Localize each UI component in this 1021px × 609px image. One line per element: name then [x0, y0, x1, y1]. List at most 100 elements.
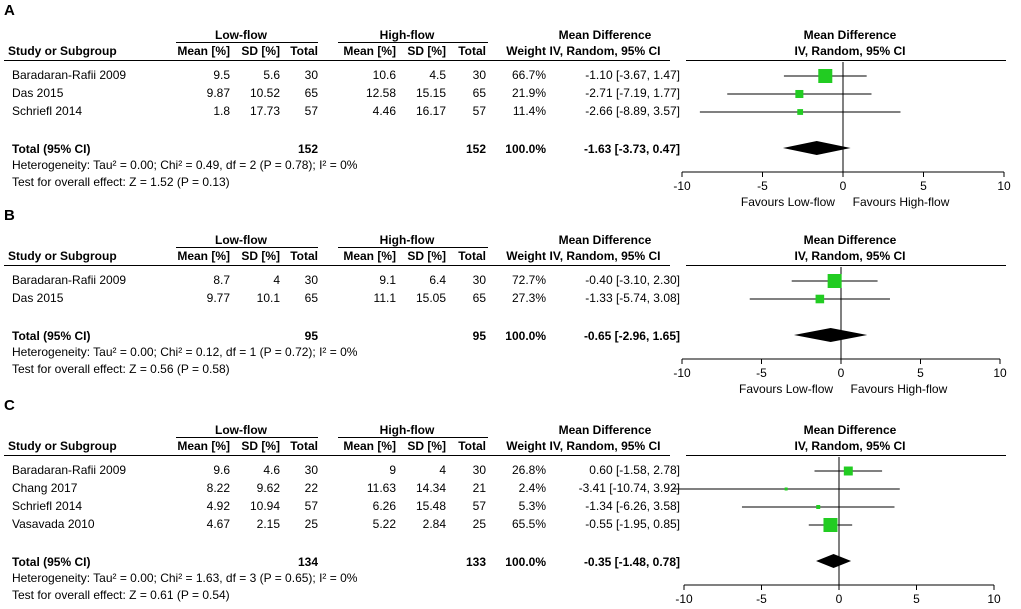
- header-rule: [4, 265, 670, 266]
- plot-header-rule: [686, 455, 1006, 456]
- group1-rule: [176, 247, 318, 248]
- header-rule: [4, 455, 670, 456]
- total1-cell: 30: [304, 68, 318, 82]
- weight-cell: 72.7%: [511, 273, 546, 287]
- forest-panel-b: B Low-flow High-flow Mean Difference IV, Ran…: [0, 205, 1021, 405]
- effect-square: [784, 487, 788, 491]
- x-tick-label: 5: [917, 366, 924, 380]
- total2-header: Total: [458, 439, 486, 453]
- sd2-header: SD [%]: [407, 44, 446, 58]
- mean1-cell: 9.6: [213, 463, 230, 477]
- x-tick-label: 0: [836, 592, 843, 606]
- effect-square: [797, 109, 804, 115]
- total1-sum: 134: [297, 555, 318, 569]
- md-ci-cell: -1.33 [-5.74, 3.08]: [585, 291, 680, 305]
- md-plot-method-header: IV, Random, 95% CI: [794, 439, 906, 453]
- total2-header: Total: [458, 249, 486, 263]
- mean2-cell: 4.46: [372, 104, 396, 118]
- total2-cell: 30: [472, 68, 486, 82]
- weight-cell: 26.8%: [511, 463, 546, 477]
- sd2-cell: 4: [439, 463, 446, 477]
- mean1-cell: 8.7: [213, 273, 230, 287]
- sd1-cell: 10.52: [249, 86, 280, 100]
- favours-right-label: Favours High-flow: [853, 195, 950, 209]
- sd2-cell: 16.17: [415, 104, 446, 118]
- total-ci: -0.65 [-2.96, 1.65]: [583, 329, 680, 343]
- mean1-cell: 9.87: [206, 86, 230, 100]
- study-name: Schriefl 2014: [12, 104, 83, 118]
- study-name: Baradaran-Rafii 2009: [12, 463, 127, 477]
- plot-header-rule: [686, 60, 1006, 61]
- total1-cell: 22: [304, 481, 318, 495]
- total-weight: 100.0%: [505, 142, 546, 156]
- favours-left-label: Favours Low-flow: [741, 195, 835, 209]
- sd1-header: SD [%]: [241, 439, 280, 453]
- overall-effect-stat: Test for overall effect: Z = 1.52 (P = 0…: [12, 175, 230, 189]
- sd2-cell: 2.84: [422, 517, 446, 531]
- mean1-cell: 9.77: [206, 291, 230, 305]
- total2-header: Total: [458, 44, 486, 58]
- sd2-header: SD [%]: [407, 249, 446, 263]
- md-plot-header: Mean Difference: [803, 233, 897, 247]
- total2-sum: 152: [465, 142, 486, 156]
- mean1-cell: 1.8: [213, 104, 230, 118]
- total1-sum: 95: [304, 329, 318, 343]
- sd2-cell: 4.5: [429, 68, 446, 82]
- sd2-cell: 15.15: [415, 86, 446, 100]
- study-name: Das 2015: [12, 86, 64, 100]
- x-tick-label: 10: [993, 366, 1007, 380]
- md-ci-cell: -0.55 [-1.95, 0.85]: [585, 517, 680, 531]
- md-ci-cell: 0.60 [-1.58, 2.78]: [589, 463, 680, 477]
- md-header: Mean Difference: [558, 423, 652, 437]
- study-col-header: Study or Subgroup: [8, 44, 117, 58]
- mean1-header: Mean [%]: [177, 439, 230, 453]
- sd2-cell: 15.05: [415, 291, 446, 305]
- md-method-header: IV, Random, 95% CI: [549, 439, 661, 453]
- total1-cell: 30: [304, 463, 318, 477]
- total1-cell: 57: [304, 499, 318, 513]
- heterogeneity-stat: Heterogeneity: Tau² = 0.00; Chi² = 1.63,…: [12, 571, 358, 585]
- mean1-cell: 4.67: [206, 517, 230, 531]
- weight-cell: 21.9%: [511, 86, 546, 100]
- sd1-header: SD [%]: [241, 249, 280, 263]
- group1-rule: [176, 437, 318, 438]
- sd1-cell: 10.94: [249, 499, 280, 513]
- mean2-cell: 9.1: [379, 273, 396, 287]
- x-tick-label: 0: [840, 179, 847, 193]
- total-ci: -0.35 [-1.48, 0.78]: [583, 555, 680, 569]
- total1-cell: 30: [304, 273, 318, 287]
- study-name: Baradaran-Rafii 2009: [12, 273, 127, 287]
- study-name: Das 2015: [12, 291, 64, 305]
- heterogeneity-stat: Heterogeneity: Tau² = 0.00; Chi² = 0.49,…: [12, 158, 358, 172]
- total2-cell: 21: [472, 481, 486, 495]
- weight-cell: 2.4%: [518, 481, 546, 495]
- md-ci-cell: -2.71 [-7.19, 1.77]: [585, 86, 680, 100]
- study-col-header: Study or Subgroup: [8, 439, 117, 453]
- overall-effect-stat: Test for overall effect: Z = 0.56 (P = 0…: [12, 362, 230, 376]
- x-tick-label: 5: [920, 179, 927, 193]
- group-high-flow-header: High-flow: [379, 423, 435, 437]
- group-high-flow-header: High-flow: [379, 28, 435, 42]
- x-tick-label: -5: [757, 179, 768, 193]
- total-weight: 100.0%: [505, 329, 546, 343]
- mean2-cell: 11.63: [366, 481, 396, 495]
- favours-right-label: Favours High-flow: [851, 382, 948, 396]
- mean2-cell: 12.58: [365, 86, 396, 100]
- total-label: Total (95% CI): [12, 329, 91, 343]
- weight-cell: 27.3%: [511, 291, 546, 305]
- sd2-header: SD [%]: [407, 439, 446, 453]
- pooled-diamond: [816, 554, 852, 568]
- total-ci: -1.63 [-3.73, 0.47]: [583, 142, 680, 156]
- md-header: Mean Difference: [558, 233, 652, 247]
- group2-rule: [338, 437, 488, 438]
- total2-cell: 30: [472, 463, 486, 477]
- total-label: Total (95% CI): [12, 555, 91, 569]
- study-name: Vasavada 2010: [12, 517, 95, 531]
- mean2-cell: 11.1: [373, 291, 396, 305]
- effect-square: [816, 505, 821, 509]
- mean2-cell: 9: [389, 463, 396, 477]
- plot-header-rule: [686, 265, 1006, 266]
- study-name: Chang 2017: [12, 481, 78, 495]
